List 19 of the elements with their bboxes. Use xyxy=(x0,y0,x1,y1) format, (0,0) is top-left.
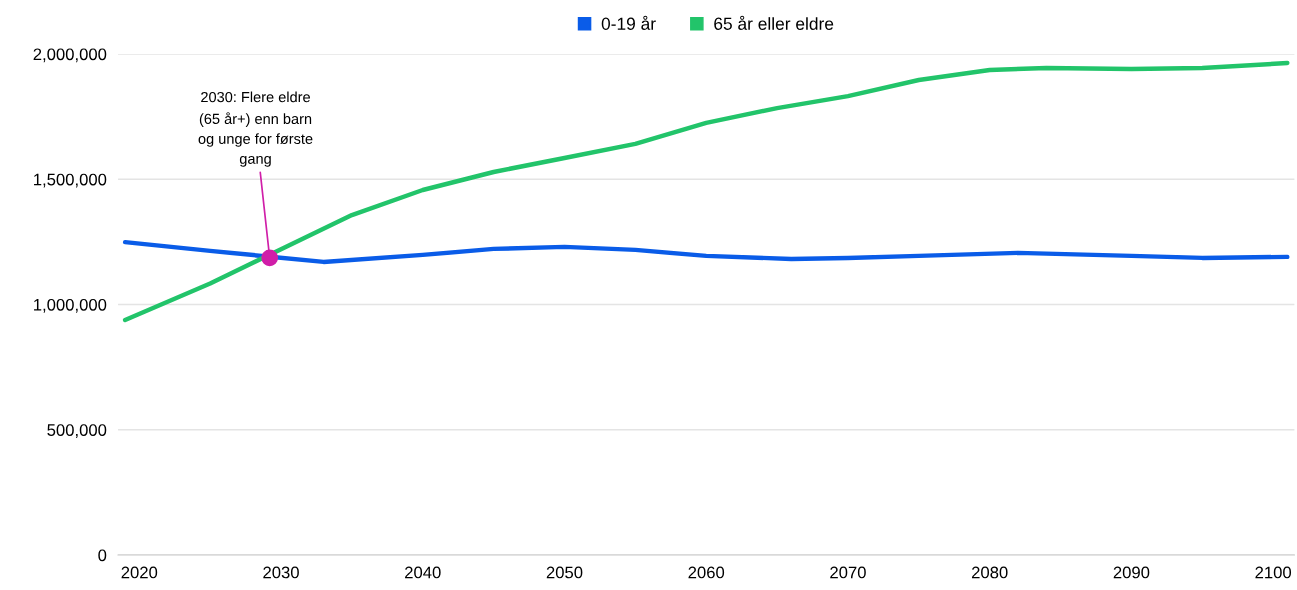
x-tick-label: 2020 xyxy=(121,566,158,579)
x-tick-label: 2060 xyxy=(688,566,725,579)
y-tick-label: 500,000 xyxy=(47,424,107,438)
y-tick-label: 1,500,000 xyxy=(34,173,107,188)
x-tick-label: 2040 xyxy=(405,566,441,579)
y-tick-label: 0 xyxy=(98,549,107,562)
x-tick-label: 2100 xyxy=(1255,566,1292,579)
x-tick-label: 2030 xyxy=(263,566,299,579)
line-series xyxy=(122,239,1290,265)
legend-label: 65 år eller eldre xyxy=(714,15,834,30)
y-tick-label: 2,000,000 xyxy=(33,48,107,63)
x-tick-label: 2080 xyxy=(971,566,1008,579)
legend-label: 0-19 år xyxy=(601,15,656,30)
annotation: 2030: Flere eldre (65 år+) enn barn og unge for første gang xyxy=(198,91,313,167)
x-tick-label: 2090 xyxy=(1113,566,1150,579)
y-tick-label: 1,000,000 xyxy=(34,298,107,313)
line-series xyxy=(122,60,1290,323)
x-tick-label: 2050 xyxy=(546,566,583,579)
x-tick-label: 2070 xyxy=(830,566,866,579)
